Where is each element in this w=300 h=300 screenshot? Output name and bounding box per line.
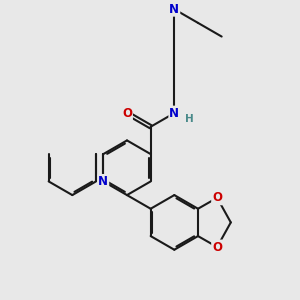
Text: O: O xyxy=(122,106,132,120)
Text: H: H xyxy=(185,114,194,124)
Text: N: N xyxy=(169,106,179,120)
Text: N: N xyxy=(98,175,108,188)
Text: O: O xyxy=(212,241,222,254)
Text: O: O xyxy=(212,191,222,204)
Text: N: N xyxy=(169,3,179,16)
